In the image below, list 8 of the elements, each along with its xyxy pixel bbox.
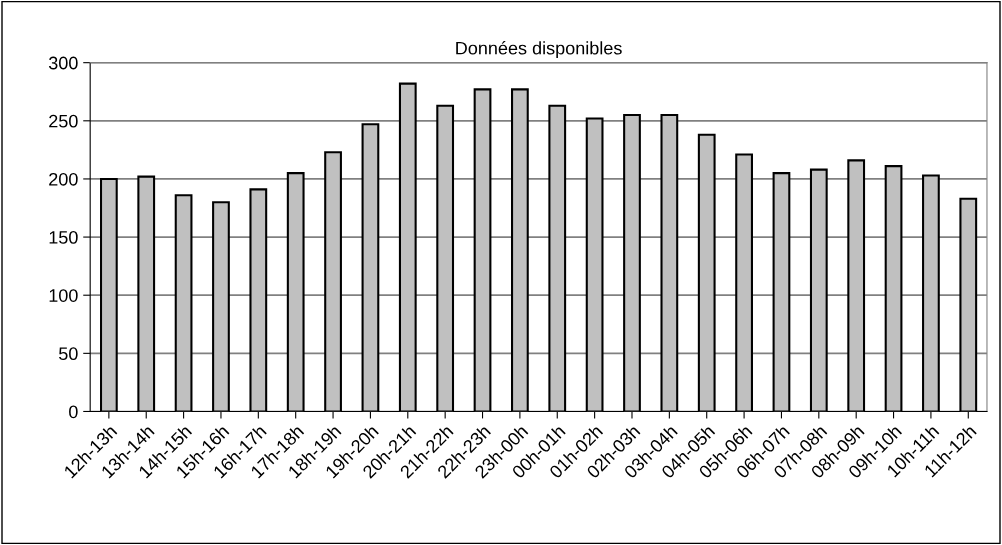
y-tick-label: 300 (48, 56, 78, 70)
y-tick-label: 0 (69, 405, 78, 419)
y-tick-label: 50 (59, 347, 78, 361)
y-tick-label: 200 (49, 172, 78, 186)
y-tick-label: 250 (49, 114, 78, 128)
y-tick-label: 150 (49, 231, 78, 244)
chart-title: Données disponibles (456, 41, 622, 59)
y-tick-label: 100 (49, 289, 78, 302)
